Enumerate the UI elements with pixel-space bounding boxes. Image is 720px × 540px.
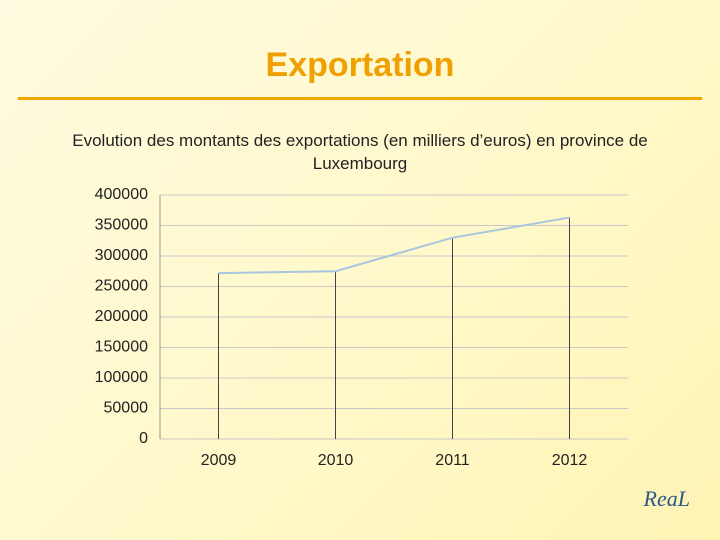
data-line [218,216,570,275]
x-tick-label: 2012 [552,452,588,469]
logo: ReaL [643,486,690,511]
x-tick-label: 2010 [318,452,354,469]
y-tick-label: 200000 [95,308,148,325]
slide-title: Exportation [265,46,455,84]
y-tick-label: 100000 [95,369,148,386]
y-tick-label: 300000 [95,247,148,264]
y-tick-label: 250000 [95,278,148,295]
y-tick-label: 400000 [95,186,148,203]
x-tick-label: 2009 [201,452,237,469]
x-tick-label: 2011 [435,452,470,469]
y-tick-label: 350000 [95,217,148,234]
y-tick-label: 50000 [104,400,149,417]
y-tick-label: 0 [139,430,148,447]
y-tick-label: 150000 [95,339,148,356]
title-rule [18,97,702,100]
chart-subtitle: Evolution des montants des exportations … [72,131,648,173]
